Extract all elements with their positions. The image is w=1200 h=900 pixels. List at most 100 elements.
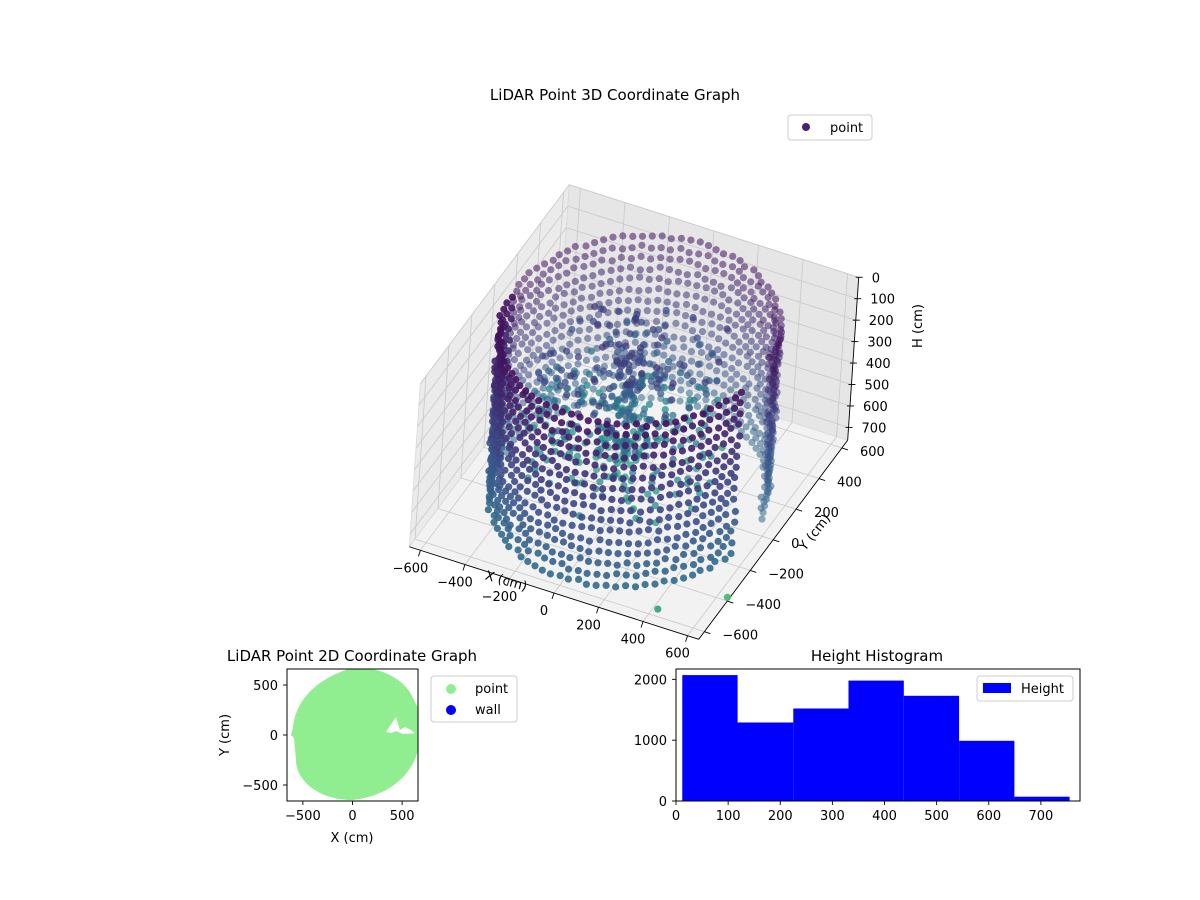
lidar-point [646,266,654,274]
lidar-point [677,386,685,394]
lidar-point [552,525,560,533]
lidar-point [485,467,493,475]
lidar-point [765,300,773,308]
lidar-point [688,422,697,430]
lidar-point [525,536,534,544]
lidar-point [731,321,739,329]
lidar-point [534,549,542,557]
lidar-point [524,557,532,566]
lidar-point [671,542,679,550]
lidar-point [539,384,547,392]
histogram-bar [848,680,904,801]
lidar-point [669,411,677,419]
lidar-point [539,270,547,278]
lidar-point [754,272,763,280]
lidar-point [718,473,726,481]
lidar-point [576,554,584,562]
lidar-point [744,321,752,329]
lidar-point [579,501,588,509]
lidar-point [664,365,672,373]
lidar-point [560,289,568,298]
lidar-point [669,344,677,352]
grid-back-z [567,205,858,300]
lidar-point [535,397,543,405]
y-tick-label: 0 [791,537,799,552]
lidar-point [575,444,583,452]
lidar-point [542,341,551,350]
lidar-point [743,401,752,410]
lidar-point [661,567,669,575]
lidar-point [670,576,678,585]
lidar-point [684,509,692,518]
lidar-point [710,298,718,306]
lidar-point [696,452,704,460]
lidar-point [680,425,688,433]
lidar-point [596,527,604,535]
lidar-point [744,391,752,399]
lidar-point [722,419,730,427]
lidar-point [496,312,504,320]
lidar-point [689,412,698,420]
lidar-point [595,547,603,555]
lidar-point [654,605,662,613]
lidar-point [576,317,584,325]
lidar-point [543,319,551,327]
lidar-point [577,534,585,542]
lidar-point [694,485,702,493]
lidar-point [711,489,719,497]
lidar-point [615,539,623,547]
y-tick-label: 600 [860,445,885,460]
lidar-point [574,336,582,344]
lidar-point [709,278,718,286]
lidar-point [757,504,765,512]
lidar-point [739,325,747,333]
lidar-point [501,466,509,474]
lidar-point [658,471,666,479]
lidar-point [704,252,712,260]
lidar-point [575,575,583,584]
lidar-point [755,310,763,318]
lidar-point [598,343,607,351]
lidar-point [689,537,697,545]
lidar-point [749,316,757,324]
lidar-point [644,539,652,547]
lidar-point [552,494,561,502]
lidar-point [594,418,602,426]
lidar-point [612,583,620,591]
lidar-point [715,412,723,421]
lidar-point [687,456,695,464]
lidar-point [686,478,694,486]
lidar-point [715,504,723,512]
lidar-point [685,249,693,257]
lidar-point [567,533,575,541]
lidar-point [558,560,566,568]
lidar-point [680,414,688,422]
lidar-point [735,267,743,275]
lidar-point [722,510,730,519]
lidar-point [703,482,711,490]
lidar-point [666,491,674,499]
lidar-point [505,336,514,344]
lidar-point [680,574,688,582]
lidar-point [733,370,741,378]
lidar-point [556,572,564,580]
histogram-x-tick-label: 500 [924,809,949,824]
lidar-point [722,499,730,507]
lidar-point [531,562,539,570]
lidar-point [593,438,601,446]
lidar-point [684,487,693,495]
lidar-point [708,310,716,318]
lidar-point [728,364,736,373]
lidar-point [681,312,690,320]
lidar-point [577,294,586,302]
lidar-point [727,549,735,558]
lidar-point [533,264,541,272]
lidar-point [745,380,753,388]
lidar-point [523,456,532,464]
lidar-point [672,319,680,327]
lidar-point [663,546,671,554]
lidar-point [679,436,687,444]
lidar-point [613,320,622,328]
lidar-point [653,559,661,567]
lidar-point [561,497,569,505]
